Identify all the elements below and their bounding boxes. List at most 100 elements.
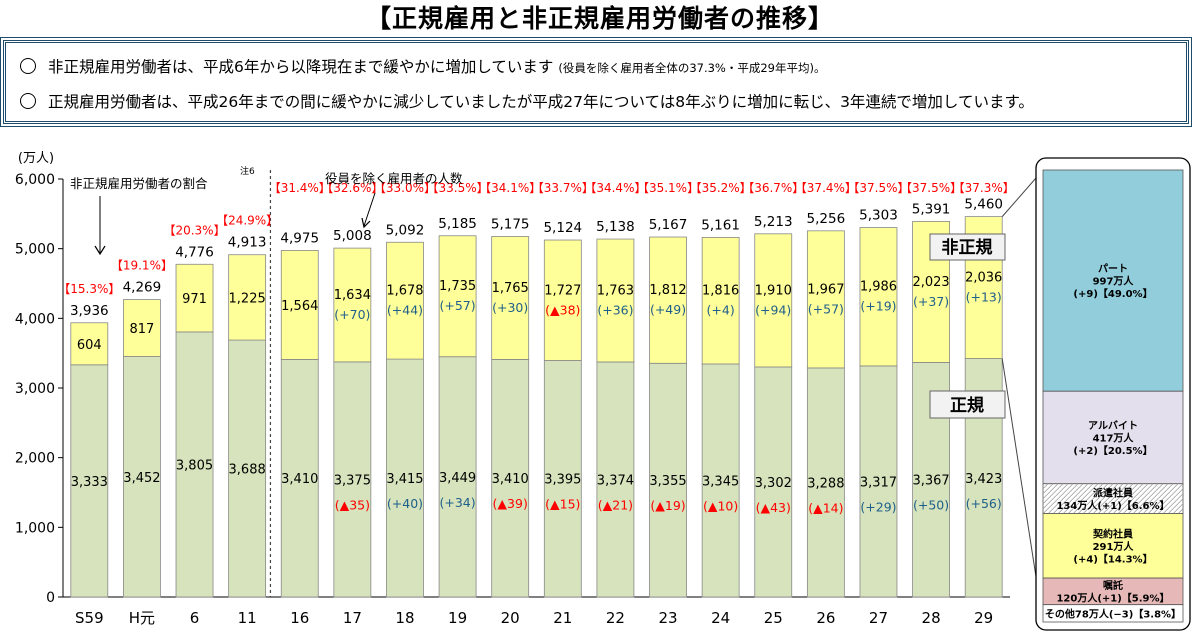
label-ratio: 【35.2%】 (690, 181, 752, 195)
label-regular-value: 3,333 (71, 475, 108, 490)
breakdown-hatch-line (1093, 483, 1124, 514)
label-regular-change: (▲39) (493, 496, 528, 511)
summary-note-1: (役員を除く雇用者全体の37.3%・平成29年平均)。 (558, 61, 826, 75)
breakdown-hatch-line (1042, 483, 1054, 495)
breakdown-hatch-line (1068, 483, 1099, 514)
x-tick-label: 22 (606, 609, 625, 627)
label-regular-value: 3,317 (860, 475, 897, 490)
label-total: 5,303 (859, 208, 898, 224)
x-tick-label: 28 (922, 609, 941, 627)
breakdown-hatch-line (1118, 483, 1149, 514)
label-regular-change: (+29) (860, 499, 896, 514)
label-nonregular-value: 1,634 (334, 288, 371, 303)
annotation-note-mark: 注6 (240, 165, 255, 177)
label-total: 5,213 (754, 214, 793, 230)
bullet-circle-icon (20, 93, 36, 109)
x-tick-label: 6 (190, 609, 200, 627)
y-axis-unit-label: (万人) (18, 151, 54, 166)
label-nonregular-change: (+37) (913, 294, 949, 309)
y-tick-label: 6,000 (15, 172, 55, 188)
label-ratio: 【20.3%】 (163, 223, 225, 237)
bar-regular (280, 359, 319, 598)
label-total: 5,138 (596, 219, 635, 235)
label-regular-change: (▲35) (335, 497, 370, 512)
label-nonregular-change: (+70) (334, 307, 370, 322)
breakdown-hatch-line (1113, 483, 1144, 514)
label-total: 4,913 (228, 235, 267, 251)
label-ratio: 【37.5%】 (900, 181, 962, 195)
bar-nonregular (859, 227, 898, 367)
breakdown-hatch-line (1098, 483, 1129, 514)
breakdown-hatch-line (1048, 483, 1079, 514)
bar-nonregular (438, 235, 477, 358)
summary-box: 非正規雇用労働者は、平成6年から以降現在まで緩やかに増加しています (役員を除く… (0, 37, 1192, 127)
breakdown-label: 417万人 (1093, 431, 1135, 444)
breakdown-hatch-line (1153, 483, 1184, 514)
x-tick-label: 23 (658, 609, 677, 627)
x-tick-label: 19 (448, 609, 467, 627)
label-ratio: 【15.3%】 (58, 282, 120, 296)
label-nonregular-value: 2,023 (912, 275, 949, 290)
page-title: 【正規雇用と非正規雇用労働者の推移】 (365, 4, 834, 33)
callout-label-regular: 正規 (950, 396, 984, 416)
bullet-circle-icon (20, 58, 36, 74)
label-ratio: 【31.4%】 (269, 181, 331, 195)
label-total: 4,269 (123, 280, 162, 296)
bar-regular (859, 365, 898, 598)
bar-nonregular (596, 238, 635, 363)
breakdown-hatch-line (1083, 483, 1114, 514)
bar-nonregular (806, 230, 845, 369)
label-nonregular-change: (+57) (808, 301, 844, 316)
label-regular-change: (+50) (913, 498, 949, 513)
breakdown-hatch-line (1043, 483, 1074, 514)
x-tick-label: 17 (343, 609, 362, 627)
breakdown-segment (1042, 169, 1184, 392)
x-tick-label: 25 (764, 609, 783, 627)
label-regular-value: 3,688 (229, 463, 266, 478)
label-ratio: 【35.1%】 (637, 181, 699, 195)
label-regular-value: 3,410 (281, 472, 318, 487)
callout-box-regular (929, 390, 1006, 419)
bar-nonregular (280, 250, 319, 360)
label-regular-change: (▲10) (703, 498, 738, 513)
breakdown-segment (1042, 604, 1184, 623)
employment-chart: (万人) 0 1,000 2,000 3,000 4,000 5,000 6,000 3,333… (15, 151, 1191, 631)
breakdown-label: 291万人 (1093, 540, 1135, 553)
label-regular-value: 3,452 (123, 471, 160, 486)
summary-text-2: 正規雇用労働者は、平成26年までの間に緩やかに減少していましたが平成27年につい… (48, 93, 1034, 111)
breakdown-segment (1042, 513, 1184, 579)
label-regular-change: (▲15) (545, 497, 580, 512)
breakdown-label: 134万人(+1)【6.6%】 (1056, 499, 1169, 512)
label-nonregular-value: 1,763 (597, 283, 634, 298)
summary-text-1: 非正規雇用労働者は、平成6年から以降現在まで緩やかに増加しています (48, 58, 554, 76)
label-nonregular-value: 1,727 (544, 283, 581, 298)
breakdown-hatch-line (1103, 483, 1134, 514)
label-total: 5,124 (543, 220, 582, 236)
breakdown-hatch-line (1088, 483, 1119, 514)
label-total: 5,167 (649, 217, 688, 233)
bar-nonregular (386, 241, 424, 360)
breakdown-hatch-line (1178, 508, 1184, 514)
breakdown-label: (+2)【20.5%】 (1073, 444, 1152, 457)
label-ratio: 【33.7%】 (532, 181, 594, 195)
breakdown-hatch-line (1042, 483, 1064, 505)
label-ratio: 【24.9%】 (216, 214, 278, 228)
label-regular-change: (▲43) (756, 500, 791, 515)
bar-nonregular (123, 299, 161, 357)
label-total: 5,256 (807, 211, 846, 227)
bar-nonregular (175, 263, 214, 333)
label-total: 5,161 (701, 217, 740, 233)
label-total: 4,776 (175, 244, 214, 260)
label-nonregular-value: 1,816 (702, 284, 739, 299)
label-regular-value: 3,395 (544, 473, 581, 488)
label-ratio: 【33.5%】 (427, 181, 489, 195)
bar-nonregular (333, 247, 372, 363)
breakdown-hatch-line (1158, 488, 1184, 514)
label-nonregular-change: (+30) (492, 300, 528, 315)
x-tick-label: 26 (816, 609, 835, 627)
label-regular-value: 3,415 (386, 472, 423, 487)
label-total: 5,460 (964, 197, 1003, 213)
bar-regular (386, 358, 424, 598)
summary-line-1: 非正規雇用労働者は、平成6年から以降現在まで緩やかに増加しています (役員を除く… (20, 55, 825, 77)
label-nonregular-change: (▲38) (545, 302, 580, 317)
